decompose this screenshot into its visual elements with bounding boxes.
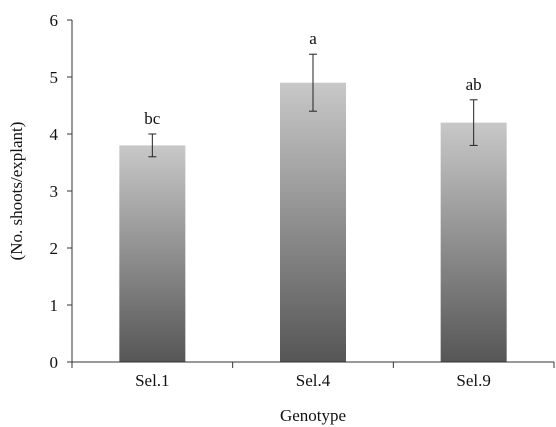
x-tick-label: Sel.4 bbox=[296, 371, 331, 390]
bar-sel-9 bbox=[440, 122, 507, 362]
y-axis-ticks: 0 1 2 3 4 5 6 bbox=[50, 11, 72, 372]
y-axis-title: (No. shoots/explant) bbox=[7, 122, 26, 261]
x-axis-title: Genotype bbox=[280, 406, 346, 425]
x-axis-ticks: Sel.1 Sel.4 Sel.9 bbox=[71, 362, 555, 390]
y-tick-label: 4 bbox=[50, 125, 59, 144]
y-tick-label: 6 bbox=[50, 11, 59, 30]
significance-labels-group: bc a ab bbox=[144, 29, 481, 128]
x-tick-label: Sel.9 bbox=[456, 371, 490, 390]
y-tick-label: 2 bbox=[50, 239, 59, 258]
significance-label: a bbox=[309, 29, 317, 48]
error-bars-group bbox=[148, 53, 478, 158]
bar-sel-4 bbox=[280, 82, 346, 362]
bar-sel-1 bbox=[119, 145, 186, 362]
significance-label: bc bbox=[144, 109, 161, 128]
y-tick-label: 1 bbox=[50, 296, 59, 315]
bars-group bbox=[119, 82, 507, 362]
x-tick-label: Sel.1 bbox=[135, 371, 169, 390]
y-tick-label: 3 bbox=[50, 182, 59, 201]
y-tick-label: 5 bbox=[50, 68, 59, 87]
significance-label: ab bbox=[466, 75, 482, 94]
y-tick-label: 0 bbox=[50, 353, 59, 372]
